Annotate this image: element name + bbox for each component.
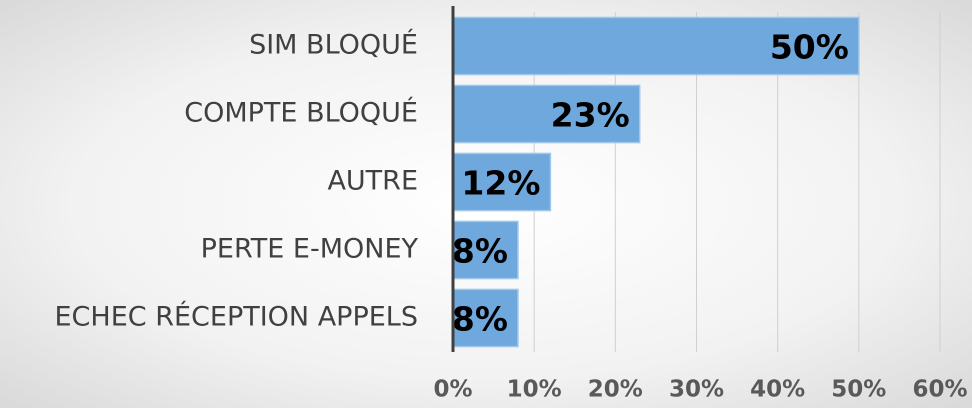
- x-tick-label: 30%: [669, 377, 724, 403]
- bar: [452, 152, 552, 212]
- x-tick-label: 60%: [912, 377, 967, 403]
- value-label: 23%: [551, 96, 630, 135]
- value-label: 8%: [452, 300, 508, 339]
- x-tick-label: 40%: [750, 377, 805, 403]
- x-tick-label: 10%: [507, 377, 562, 403]
- category-label: SIM BLOQUÉ: [249, 29, 418, 61]
- category-label: AUTRE: [327, 166, 418, 197]
- x-tick-label: 20%: [588, 377, 643, 403]
- category-label: COMPTE BLOQUÉ: [184, 97, 418, 129]
- category-label: ECHEC RÉCEPTION APPELS: [55, 301, 419, 333]
- bar: [452, 220, 519, 280]
- value-label: 12%: [461, 164, 540, 203]
- x-tick-label: 50%: [831, 377, 886, 403]
- value-label: 8%: [452, 232, 508, 271]
- bar: [452, 288, 519, 348]
- value-label: 50%: [770, 28, 849, 67]
- x-tick-label: 0%: [433, 377, 472, 403]
- bar: [452, 16, 860, 76]
- category-label: PERTE E-MONEY: [201, 234, 419, 265]
